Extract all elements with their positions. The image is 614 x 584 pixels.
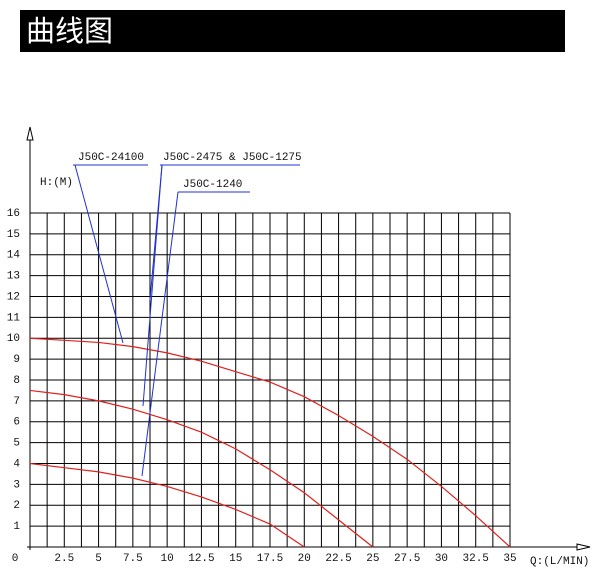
header-bar: 曲线图 xyxy=(20,10,565,52)
curve xyxy=(29,337,511,548)
legend-label: J50C-1240 xyxy=(183,179,242,191)
x-tick-label: 22.5 xyxy=(325,553,351,565)
y-tick-label: 8 xyxy=(13,375,20,387)
x-tick-label: 32.5 xyxy=(463,553,489,565)
y-tick-label: 16 xyxy=(7,208,20,220)
y-tick-label: 3 xyxy=(13,479,20,491)
x-tick-label: 30 xyxy=(435,553,448,565)
x-axis-label: Q:(L/MIN) xyxy=(530,556,589,568)
curve xyxy=(29,462,305,548)
y-axis-label: H:(M) xyxy=(40,177,73,189)
x-axis-arrow xyxy=(576,543,591,551)
curve xyxy=(29,389,374,548)
y-tick-label: 5 xyxy=(13,438,20,450)
x-tick-label: 27.5 xyxy=(394,553,420,565)
y-tick-label: 4 xyxy=(13,458,20,470)
x-tick-label: 17.5 xyxy=(257,553,283,565)
y-tick-label: 6 xyxy=(13,417,20,429)
y-tick-label: 14 xyxy=(7,250,21,262)
x-tick-label: 25 xyxy=(366,553,379,565)
y-tick-label: 10 xyxy=(7,333,20,345)
leader-line xyxy=(141,191,179,477)
y-tick-label: 7 xyxy=(13,396,20,408)
legend-label: J50C-24100 xyxy=(78,152,144,164)
x-tick-label: 35 xyxy=(503,553,516,565)
y-tick-label: 1 xyxy=(13,521,20,533)
header-title: 曲线图 xyxy=(26,14,114,48)
y-tick-label: 13 xyxy=(7,271,20,283)
x-tick-label: 12.5 xyxy=(188,553,214,565)
x-tick-label: 20 xyxy=(298,553,311,565)
x-tick-label: 5 xyxy=(95,553,102,565)
y-tick-label: 12 xyxy=(7,291,20,303)
y-tick-label: 9 xyxy=(13,354,20,366)
y-axis-arrow xyxy=(26,126,34,141)
x-tick-label: 7.5 xyxy=(123,553,143,565)
leader-line xyxy=(74,164,124,344)
x-tick-label: 2.5 xyxy=(54,553,74,565)
x-tick-label: 0 xyxy=(12,553,19,565)
x-tick-label: 10 xyxy=(161,553,174,565)
x-tick-label: 15 xyxy=(229,553,242,565)
leader-line xyxy=(142,164,163,407)
y-tick-label: 2 xyxy=(13,500,20,512)
y-tick-label: 11 xyxy=(7,312,21,324)
legend-label: J50C-2475 & J50C-1275 xyxy=(163,152,302,164)
y-tick-label: 15 xyxy=(7,229,20,241)
